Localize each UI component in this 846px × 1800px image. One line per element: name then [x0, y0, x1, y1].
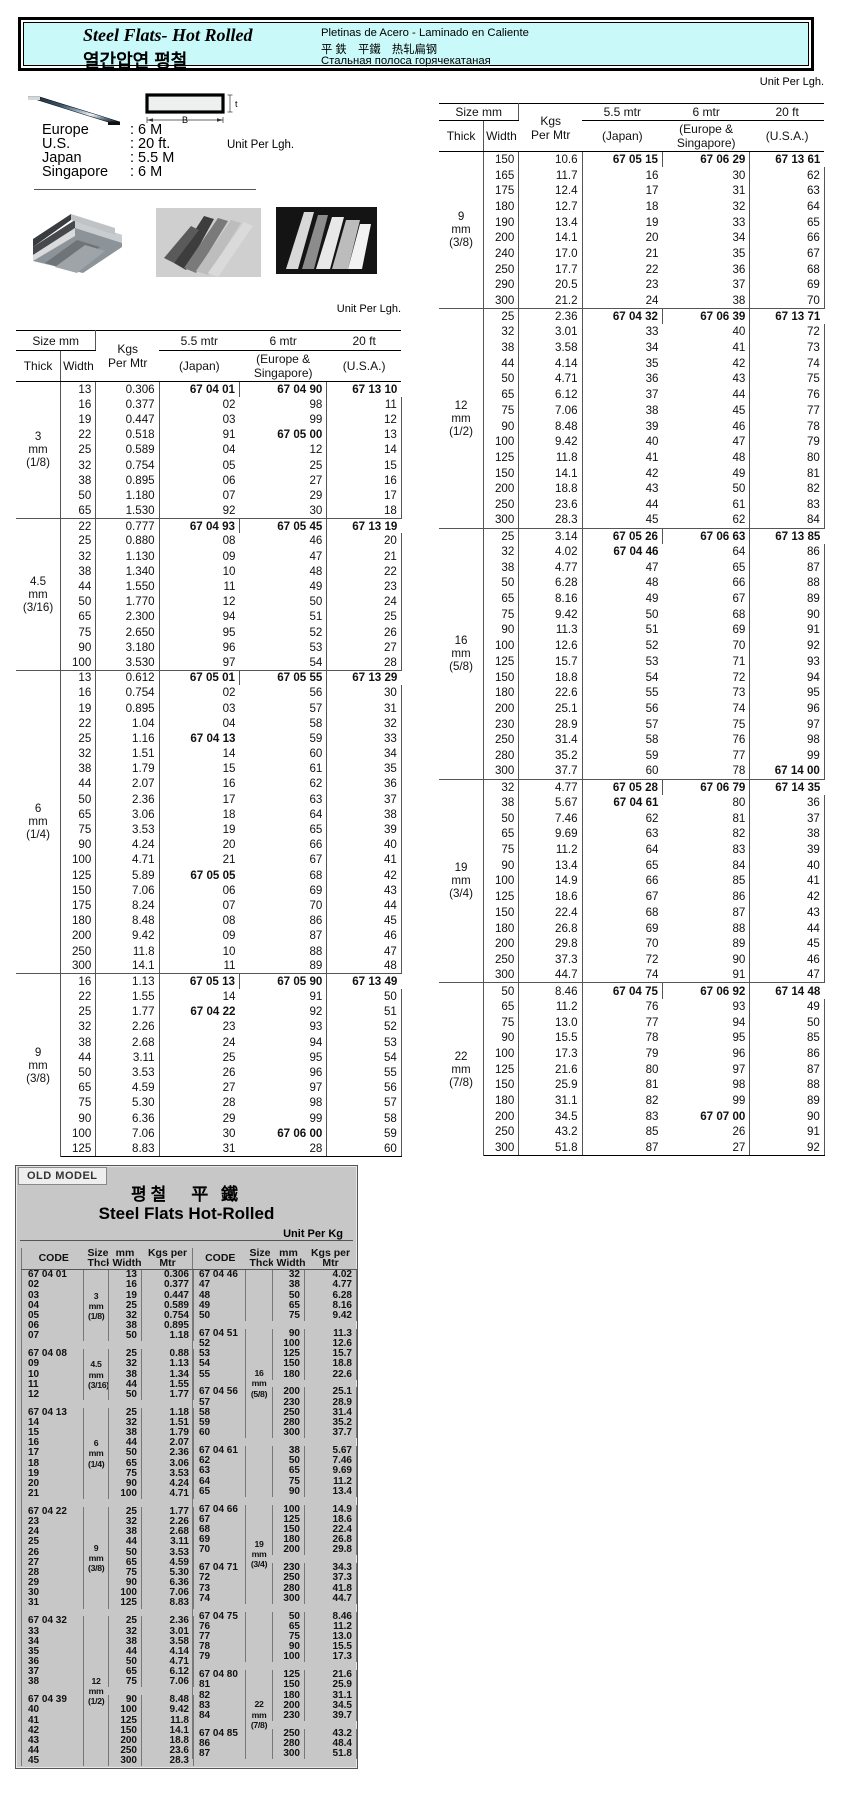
svg-text:t: t	[235, 99, 238, 109]
svg-text:B: B	[182, 115, 188, 125]
